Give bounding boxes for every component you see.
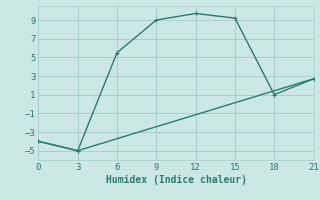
X-axis label: Humidex (Indice chaleur): Humidex (Indice chaleur) [106, 175, 246, 185]
